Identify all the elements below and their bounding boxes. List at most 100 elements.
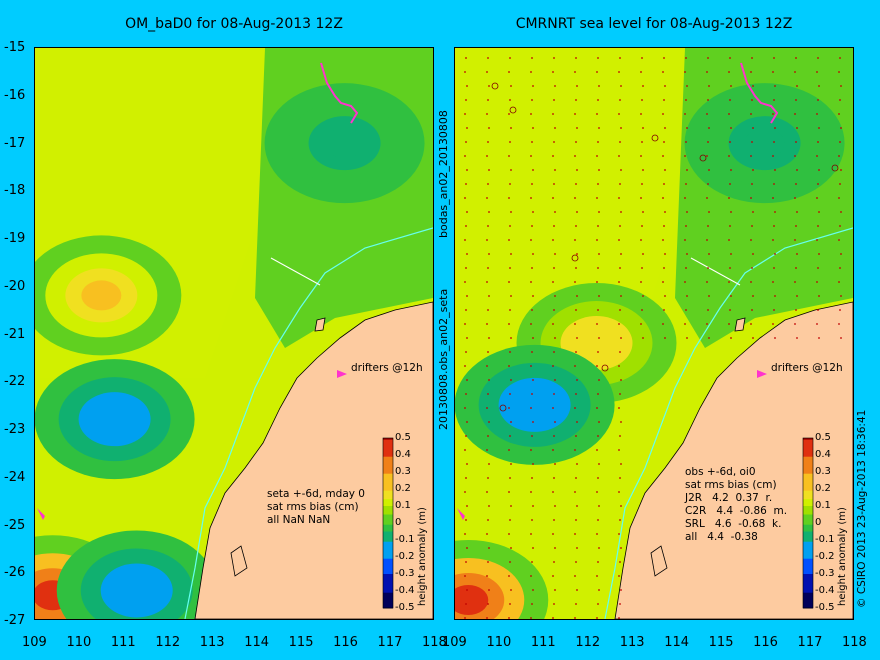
obs-dot (597, 183, 599, 185)
colorbar-band (383, 485, 393, 488)
obs-dot (685, 141, 687, 143)
obs-dot (488, 85, 490, 87)
obs-dot (596, 575, 598, 577)
obs-dot (510, 211, 512, 213)
colorbar-band (803, 551, 813, 555)
obs-dot (685, 225, 687, 227)
obs-dot (728, 71, 730, 73)
y-tick-label: -27 (4, 613, 26, 628)
obs-dot (838, 197, 840, 199)
obs-dot (640, 113, 642, 115)
colorbar-band (383, 546, 393, 549)
obs-dot (618, 449, 620, 451)
obs-dot (796, 85, 798, 87)
colorbar-band (383, 463, 393, 466)
colorbar-band (803, 606, 813, 609)
obs-dot (554, 85, 556, 87)
colorbar-band (803, 448, 813, 451)
obs-dot (729, 99, 731, 101)
colorbar-band (803, 572, 813, 575)
colorbar-band (803, 470, 813, 473)
obs-dot (597, 99, 599, 101)
obs-dot (488, 547, 490, 549)
colorbar-band (383, 574, 393, 577)
obs-dot (730, 169, 732, 171)
obs-dot (576, 337, 578, 339)
colorbar-band (803, 558, 813, 561)
obs-dot (729, 267, 731, 269)
middle-upper-label: bodas_an02_20130808 (437, 110, 450, 238)
obs-dot (796, 253, 798, 255)
colorbar-band (803, 517, 813, 521)
obs-dot (597, 393, 599, 395)
obs-dot (663, 141, 665, 143)
obs-dot (728, 239, 730, 241)
colorbar-band (803, 521, 813, 524)
obs-dot (839, 99, 841, 101)
obs-dot (553, 183, 555, 185)
colorbar-tick-label: 0.1 (395, 500, 411, 511)
obs-dot (662, 113, 664, 115)
colorbar-band (383, 555, 393, 558)
obs-dot (508, 617, 510, 619)
obs-dot (773, 99, 775, 101)
obs-dot (466, 85, 468, 87)
colorbar-band (383, 441, 393, 444)
obs-dot (818, 85, 820, 87)
right-map-panel: drifters @12h obs +-6d, oi0 sat rms bias … (454, 47, 854, 620)
obs-dot (686, 337, 688, 339)
obs-dot (838, 323, 840, 325)
colorbar-band (803, 563, 813, 566)
colorbar-band (383, 480, 393, 483)
colorbar-band (803, 599, 813, 602)
colorbar-band (383, 466, 393, 470)
obs-dot (464, 575, 466, 577)
colorbar-tick-label: 0 (395, 517, 402, 528)
x-tick-label: 109 (442, 635, 467, 650)
obs-dot (641, 57, 643, 59)
obs-dot (552, 617, 554, 619)
obs-dot (816, 239, 818, 241)
section-line (690, 257, 741, 286)
colorbar-band (803, 538, 813, 541)
obs-dot (817, 225, 819, 227)
obs-dot (486, 197, 488, 199)
colorbar-band (803, 584, 813, 587)
obs-dot (466, 253, 468, 255)
colorbar-band (383, 523, 393, 526)
obs-dot (553, 351, 555, 353)
right-stats-block: obs +-6d, oi0 sat rms bias (cm) J2R 4.2 0.… (685, 466, 787, 544)
obs-dot (487, 309, 489, 311)
stats-line: all NaN NaN (267, 514, 331, 526)
x-tick-label: 114 (664, 635, 690, 650)
obs-dot (729, 141, 731, 143)
obs-dot (640, 323, 642, 325)
obs-dot (488, 253, 490, 255)
colorbar-band (803, 594, 813, 597)
obs-dot (464, 617, 466, 619)
colorbar-band (803, 570, 813, 573)
drifter-track (320, 62, 359, 124)
colorbar-band (803, 589, 813, 592)
obs-dot (574, 197, 576, 199)
obs-dot (576, 379, 578, 381)
obs-dot (532, 211, 534, 213)
obs-dot (508, 323, 510, 325)
colorbar-tick-label: 0.1 (815, 500, 831, 511)
obs-dot (510, 337, 512, 339)
obs-dot (552, 407, 554, 409)
obs-dot (597, 435, 599, 437)
obs-dot (464, 197, 466, 199)
obs-circle (651, 134, 659, 142)
obs-dot (531, 183, 533, 185)
obs-dot (510, 85, 512, 87)
colorbar-tick-label: -0.1 (395, 534, 415, 545)
x-tick-label: 115 (708, 635, 734, 650)
obs-dot (730, 85, 732, 87)
obs-dot (488, 169, 490, 171)
obs-dot (553, 57, 555, 59)
obs-dot (729, 57, 731, 59)
obs-dot (750, 323, 752, 325)
colorbar-band (803, 568, 813, 572)
colorbar-band (803, 485, 813, 488)
